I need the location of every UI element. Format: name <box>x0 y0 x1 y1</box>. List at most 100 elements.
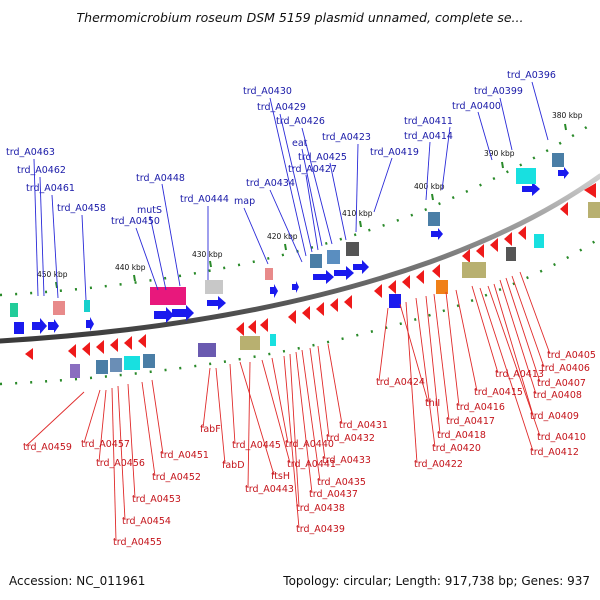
callout-line <box>373 157 393 213</box>
gene-label: trd_A0455 <box>113 537 162 548</box>
gene-label: trd_A0424 <box>376 377 425 388</box>
callout-line <box>117 385 126 521</box>
gene-label: trd_A0459 <box>23 442 72 453</box>
gene-label: trd_A0418 <box>437 430 486 441</box>
gene-label: trd_A0429 <box>257 102 306 113</box>
callout-line <box>433 293 450 421</box>
gene-label: trd_A0400 <box>452 101 501 112</box>
tick-mark <box>133 274 136 282</box>
cds-reverse-arrow <box>248 320 256 334</box>
cds-forward-block <box>14 322 24 334</box>
gene-label: trd_A0462 <box>17 165 66 176</box>
gene-label: trd_A0409 <box>530 411 579 422</box>
tick-ring-outer <box>0 123 591 297</box>
feature-box-olive <box>462 262 486 278</box>
gene-label: trd_A0458 <box>57 203 106 214</box>
gene-label: trd_A0407 <box>537 378 586 389</box>
gene-label: trd_A0448 <box>136 173 185 184</box>
cds-reverse-arrow <box>330 298 338 312</box>
feature-box-purple <box>70 364 80 378</box>
callout-line <box>493 283 534 416</box>
gene-label: trd_A0437 <box>309 489 358 500</box>
callout-line <box>215 367 226 465</box>
feature-box-mint <box>10 303 18 317</box>
callout-line <box>399 303 429 403</box>
cds-reverse-arrow <box>138 334 146 348</box>
tick-label: 410 kbp <box>342 209 373 218</box>
gene-label: trd_A0435 <box>317 477 366 488</box>
feature-box-pink <box>150 287 186 305</box>
cds-forward-block <box>389 294 401 308</box>
feature-glyphs <box>10 153 600 378</box>
callout-line <box>425 141 431 201</box>
tick-mark <box>359 220 362 228</box>
cds-reverse-arrow <box>416 270 424 284</box>
gene-label: trd_A0456 <box>96 458 145 469</box>
callout-line <box>305 174 319 251</box>
callout-line <box>309 347 326 460</box>
tick-mark <box>209 260 212 268</box>
cds-reverse-arrow <box>68 344 76 358</box>
callout-line <box>441 126 451 191</box>
callout-line <box>269 189 303 263</box>
cds-forward-arrow <box>292 281 299 293</box>
feature-box-darkgray <box>346 242 359 256</box>
accession-text: Accession: NC_011961 <box>9 574 145 588</box>
gene-label: trd_A0426 <box>276 116 325 127</box>
gene-label: trd_A0453 <box>132 494 181 505</box>
callout-line <box>289 353 300 508</box>
tick-mark <box>284 243 287 251</box>
cds-reverse-arrow <box>518 226 526 240</box>
gene-label: trd_A0439 <box>296 524 345 535</box>
tick-mark <box>501 161 504 169</box>
callout-line <box>98 389 107 463</box>
callout-line <box>327 343 343 425</box>
callout-line <box>39 176 45 297</box>
feature-box-steel <box>96 360 108 374</box>
gene-label: trd_A0399 <box>474 86 523 97</box>
cds-reverse-arrow <box>560 202 568 216</box>
feature-box-olive <box>588 202 600 218</box>
cds-reverse-arrow <box>388 280 396 294</box>
feature-box-orange <box>436 280 448 294</box>
callout-line <box>301 148 323 247</box>
gene-label: trd_A0452 <box>152 472 201 483</box>
cds-reverse-arrow <box>316 302 324 316</box>
callout-line <box>135 227 159 291</box>
callout-line <box>499 97 513 151</box>
cds-forward-arrow <box>431 228 443 240</box>
cds-forward-arrow <box>86 317 94 331</box>
gene-label: trd_A0444 <box>180 194 229 205</box>
cds-reverse-arrow <box>236 322 244 336</box>
feature-box-steel <box>143 354 155 368</box>
callout-line <box>149 215 167 291</box>
feature-box-cyan <box>270 334 276 346</box>
cds-reverse-arrow <box>462 249 470 263</box>
callout-line <box>51 194 59 299</box>
callout-line <box>479 287 534 452</box>
feature-box-olive <box>240 336 260 350</box>
callout-line <box>405 301 418 464</box>
feature-box-purple <box>198 343 216 357</box>
cds-reverse-arrow <box>96 340 104 354</box>
gene-label: trd_A0412 <box>530 447 579 458</box>
gene-label: trd_A0438 <box>296 503 345 514</box>
callout-line <box>425 295 441 435</box>
callout-line <box>141 381 156 477</box>
gene-label: trd_A0432 <box>326 433 375 444</box>
callout-line <box>161 183 181 287</box>
callout-line <box>279 113 313 253</box>
callout-line <box>471 285 499 374</box>
gene-label: trd_A0445 <box>232 440 281 451</box>
callout-line <box>511 275 545 368</box>
callout-line <box>33 158 39 297</box>
cds-forward-arrow <box>313 270 334 284</box>
cds-reverse-arrow <box>476 244 484 258</box>
cds-reverse-arrow <box>432 264 440 278</box>
callout-line <box>247 361 251 489</box>
callout-line <box>487 285 541 437</box>
cds-forward-arrow <box>353 260 369 274</box>
callout-line <box>239 361 275 476</box>
cds-forward-arrow <box>32 318 47 334</box>
cds-forward-arrow <box>558 167 569 179</box>
